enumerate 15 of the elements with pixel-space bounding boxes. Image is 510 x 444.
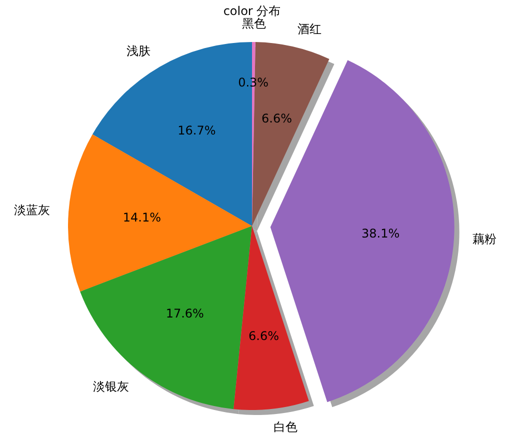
slice-label: 黑色 [242,16,266,31]
data-label: 6.6% [262,111,292,126]
chart-title: color 分布 [223,4,281,18]
slice-label: 酒红 [297,22,322,36]
data-label: 17.6% [166,306,204,321]
slice-label: 淡蓝灰 [14,203,50,218]
data-label: 0.3% [238,75,269,90]
slice-label: 白色 [274,420,298,434]
slice-label: 淡银灰 [92,380,129,394]
data-label: 16.7% [178,123,216,138]
data-label: 14.1% [122,210,162,224]
data-label: 6.6% [248,328,280,343]
slice-label: 藕粉 [472,232,496,246]
data-label: 38.1% [362,226,400,241]
slice-label: 浅肤 [126,44,151,58]
